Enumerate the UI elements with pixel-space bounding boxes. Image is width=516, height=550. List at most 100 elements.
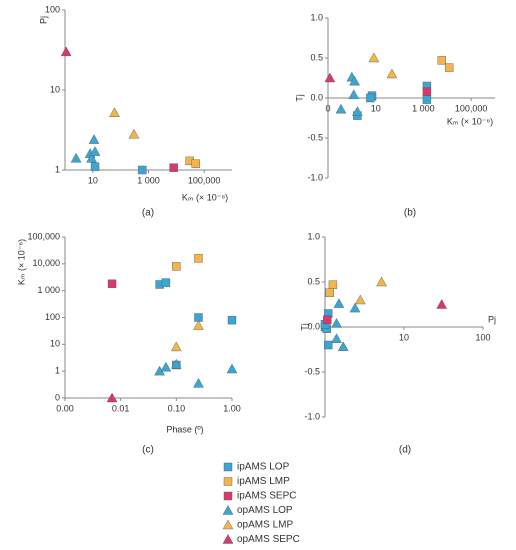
y-tick-label: 0.0	[310, 92, 323, 102]
point	[328, 280, 338, 289]
point	[86, 152, 97, 163]
y-tick-label: -1.0	[307, 172, 323, 182]
point	[436, 299, 448, 309]
point	[368, 52, 380, 63]
point	[349, 75, 360, 86]
y-tick-label: -0.5	[304, 366, 320, 376]
y-tick-label: 0	[55, 392, 60, 402]
x-tick-label: 100,000	[188, 175, 221, 185]
point	[352, 106, 363, 116]
point	[70, 152, 82, 163]
point	[335, 103, 347, 114]
point	[138, 165, 147, 175]
point	[107, 279, 117, 289]
panel-label: (a)	[142, 208, 154, 219]
legend-label: opAMS SEPC	[237, 534, 300, 545]
y-tick-label: 0.0	[307, 321, 320, 331]
y-tick-label: -1.0	[304, 411, 320, 421]
y-tick-label: 10	[50, 339, 60, 349]
x-tick-label: 0.00	[56, 403, 74, 413]
x-axis-title: Pj	[488, 314, 496, 324]
point	[106, 392, 118, 403]
x-tick-label: 10	[399, 332, 409, 342]
y-tick-label: 100	[45, 4, 60, 14]
point	[348, 89, 360, 100]
legend-marker	[222, 519, 234, 530]
point	[193, 377, 204, 388]
y-tick-label: 0.5	[310, 52, 323, 62]
point	[227, 315, 237, 325]
point	[161, 278, 171, 287]
point	[169, 163, 178, 172]
point	[331, 317, 342, 328]
x-axis-title: Kₘ (× 10⁻⁶)	[182, 192, 228, 202]
point	[109, 107, 120, 117]
point	[366, 93, 375, 103]
point	[437, 56, 447, 65]
legend-marker	[222, 534, 234, 544]
legend-label: ipAMS LMP	[237, 476, 290, 487]
y-axis-title: Tj	[299, 323, 309, 331]
point	[160, 361, 172, 372]
point	[376, 276, 387, 287]
point	[333, 298, 345, 308]
point	[422, 87, 432, 96]
y-tick-label: 1.0	[310, 12, 323, 22]
point	[128, 128, 140, 139]
x-tick-label: 0.10	[168, 403, 186, 413]
x-tick-label: 1 000	[412, 103, 435, 113]
y-axis-title: Kₘ (× 10⁻⁶)	[16, 239, 26, 285]
point	[324, 340, 333, 350]
legend-marker	[223, 462, 233, 472]
legend-marker	[222, 505, 234, 515]
legend-label: opAMS LMP	[237, 520, 293, 531]
point	[172, 262, 181, 271]
y-axis-title: Tj	[294, 94, 304, 102]
legend-marker	[223, 477, 233, 486]
y-tick-label: 1	[55, 164, 60, 174]
point	[325, 288, 334, 297]
x-axis-title: Phase (º)	[166, 424, 203, 434]
y-tick-label: 1 000	[37, 285, 60, 295]
x-axis-title: Kₘ (× 10⁻⁶)	[447, 116, 493, 126]
point	[226, 363, 238, 374]
panel-label: (c)	[142, 445, 154, 456]
y-tick-label: 100	[45, 312, 60, 322]
x-tick-label: 1.00	[223, 403, 241, 413]
point	[88, 134, 100, 144]
y-axis-title: Pj	[38, 16, 48, 24]
point	[170, 358, 182, 369]
x-tick-label: 100	[475, 332, 490, 342]
point	[194, 254, 203, 263]
x-tick-label: 10	[371, 103, 381, 113]
point	[331, 333, 342, 343]
point	[323, 315, 332, 324]
y-tick-label: 10,000	[32, 258, 60, 268]
point	[90, 162, 100, 171]
legend-label: opAMS LOP	[237, 505, 293, 516]
point	[444, 63, 454, 72]
y-tick-label: 10	[50, 84, 60, 94]
x-tick-label: 0.01	[112, 403, 130, 413]
point	[349, 302, 361, 313]
point	[191, 159, 200, 168]
point	[89, 146, 101, 156]
legend-marker	[223, 491, 233, 501]
legend-label: ipAMS LOP	[237, 462, 290, 473]
panel-label: (b)	[404, 208, 416, 219]
point	[60, 46, 72, 57]
x-tick-label: 0	[325, 103, 330, 113]
panel-label: (d)	[399, 445, 411, 456]
point	[422, 95, 432, 104]
y-tick-label: -0.5	[307, 132, 323, 142]
y-tick-label: 1	[55, 366, 60, 376]
legend-label: ipAMS SEPC	[237, 491, 296, 502]
y-tick-label: 100,000	[27, 231, 60, 241]
y-tick-label: 1.0	[307, 231, 320, 241]
y-tick-label: 0.5	[307, 276, 320, 286]
point	[337, 341, 349, 351]
point	[324, 72, 336, 83]
x-tick-label: 1 000	[137, 175, 160, 185]
point	[386, 68, 398, 79]
